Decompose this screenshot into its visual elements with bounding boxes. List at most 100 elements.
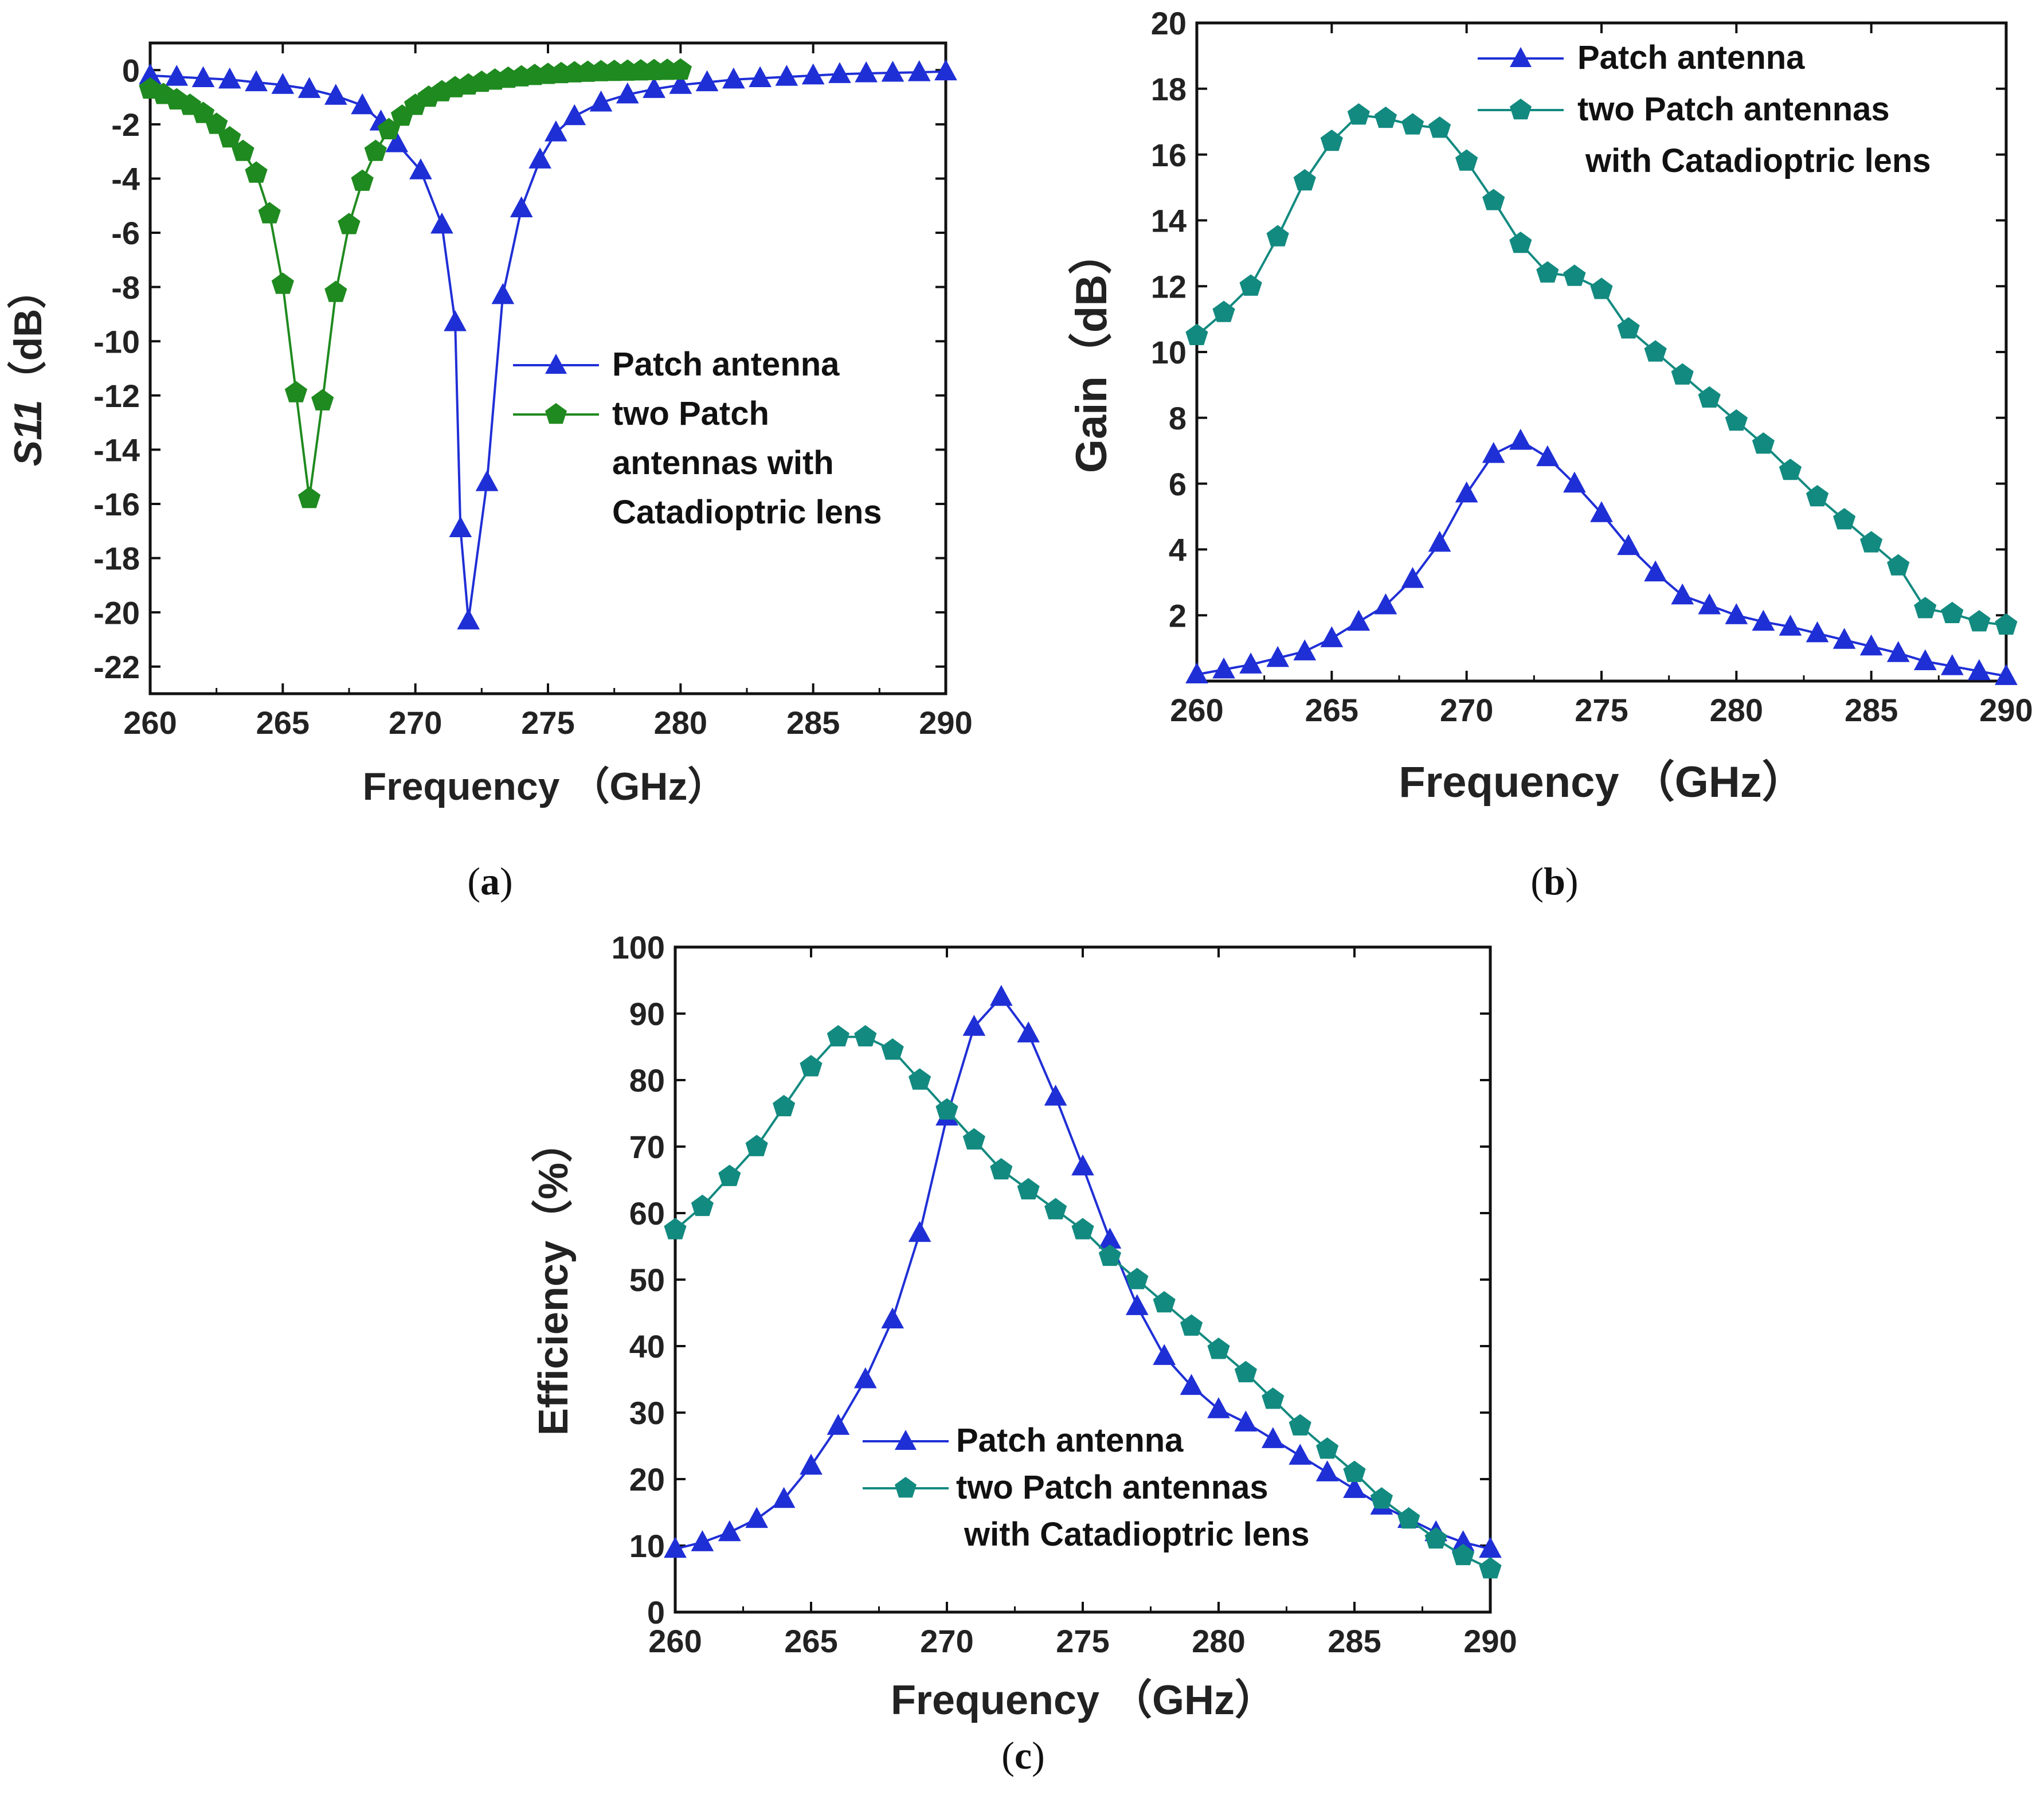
data-point: [510, 196, 533, 217]
y-axis-title: Efficiency（%）: [531, 1121, 577, 1436]
y-axis-title-unit: （%）: [531, 1121, 577, 1241]
data-point: [1239, 652, 1262, 674]
data-point: [1536, 445, 1559, 467]
data-point: [1343, 1460, 1366, 1483]
x-tick-label: 275: [521, 705, 574, 741]
data-point: [205, 112, 228, 134]
data-point: [1071, 1218, 1094, 1239]
data-point: [800, 1055, 823, 1077]
y-tick-label: 30: [629, 1395, 665, 1431]
data-point: [1752, 609, 1775, 631]
data-point: [1833, 508, 1856, 530]
data-point: [722, 67, 745, 89]
data-point: [1479, 1557, 1502, 1579]
data-point: [1455, 481, 1478, 503]
figure-caption: (c): [1001, 1734, 1045, 1777]
x-axis-title: Frequency （GHz）: [1399, 758, 1805, 807]
caption-paren-open: (: [1530, 859, 1544, 903]
data-point: [1482, 441, 1505, 463]
x-tick-label: 285: [1845, 692, 1898, 728]
data-point: [1698, 593, 1721, 615]
data-point: [855, 61, 878, 83]
series-line: [675, 996, 1491, 1550]
legend-label: antennas with: [612, 444, 834, 482]
y-tick-label: 10: [629, 1528, 665, 1564]
legend-pentagon-marker: [895, 1477, 917, 1498]
data-point: [1044, 1198, 1067, 1219]
y-tick-label: -8: [111, 269, 140, 306]
data-point: [1207, 1338, 1230, 1359]
data-point: [1185, 323, 1208, 345]
y-tick-label: 60: [629, 1195, 665, 1231]
y-tick-label: 0: [122, 52, 140, 88]
data-point: [1212, 657, 1235, 679]
data-point: [1401, 113, 1424, 135]
legend-label: with Catadioptric lens: [1585, 142, 1931, 179]
data-point: [1315, 1460, 1339, 1481]
data-point: [989, 984, 1013, 1006]
series-two-patch-antennas-lens: [664, 1024, 1502, 1579]
x-tick-label: 280: [1192, 1623, 1245, 1659]
data-point: [1455, 149, 1478, 171]
data-point: [800, 1453, 823, 1475]
data-point: [545, 120, 567, 142]
chart-b-gain: 260 265 270 275 280 285 290 2 4 6 8 10 12 14 16 18 20 Fre…: [1067, 5, 2033, 903]
data-point: [1289, 1414, 1311, 1436]
data-point: [1590, 501, 1613, 522]
data-point: [1153, 1344, 1176, 1365]
data-point: [664, 1536, 687, 1558]
legend-triangle-marker: [895, 1430, 917, 1450]
data-point: [165, 65, 189, 86]
x-tick-label: 285: [786, 705, 840, 741]
data-point: [1968, 610, 1991, 632]
data-point: [475, 470, 499, 491]
data-point: [1126, 1268, 1149, 1289]
data-point: [271, 73, 295, 94]
data-point: [745, 1135, 768, 1156]
data-point: [962, 1015, 986, 1036]
data-point: [827, 1024, 849, 1047]
data-point: [1266, 225, 1289, 247]
y-axis-title: S11（dB）: [6, 270, 50, 467]
data-point: [364, 139, 387, 161]
x-tick-label: 280: [1710, 692, 1763, 728]
y-tick-label: -12: [93, 378, 140, 414]
data-point: [1180, 1314, 1203, 1336]
data-point: [1316, 1437, 1339, 1459]
data-point: [528, 147, 551, 169]
data-point: [1343, 1477, 1366, 1498]
y-axis-title-main: S11: [6, 400, 50, 466]
data-point: [1212, 300, 1235, 322]
data-point: [324, 84, 347, 105]
data-point: [563, 104, 586, 126]
x-tick-label: 290: [1979, 692, 2033, 728]
y-tick-label: 18: [1151, 71, 1187, 107]
legend-label: two Patch antennas: [956, 1469, 1268, 1506]
series-patch-antenna: [664, 984, 1502, 1558]
data-point: [245, 161, 268, 183]
legend-triangle-marker: [545, 354, 567, 374]
data-point: [409, 158, 432, 179]
data-point: [1671, 583, 1694, 605]
data-point: [1234, 1360, 1257, 1383]
data-point: [1941, 654, 1964, 675]
figure-caption: (b): [1530, 859, 1578, 903]
data-point: [1071, 1154, 1094, 1176]
legend-label: Catadioptric lens: [612, 494, 882, 531]
data-point: [430, 212, 453, 234]
y-tick-label: 14: [1151, 203, 1187, 239]
data-point: [1397, 1507, 1420, 1529]
y-tick-label: 4: [1169, 532, 1187, 568]
data-point: [1536, 261, 1559, 283]
data-point: [1913, 649, 1937, 671]
y-axis-title-main: Gain: [1067, 376, 1116, 473]
data-point: [1725, 603, 1748, 624]
x-axis-title: Frequency （GHz）: [891, 1677, 1276, 1723]
data-point: [1482, 189, 1505, 210]
data-point: [1859, 634, 1883, 656]
legend: Patch antenna two Patch antennas with Cata…: [1478, 39, 1931, 179]
data-point: [1153, 1290, 1176, 1313]
data-point: [457, 608, 480, 629]
data-point: [1370, 1487, 1393, 1509]
caption-paren-close: ): [1565, 859, 1579, 903]
